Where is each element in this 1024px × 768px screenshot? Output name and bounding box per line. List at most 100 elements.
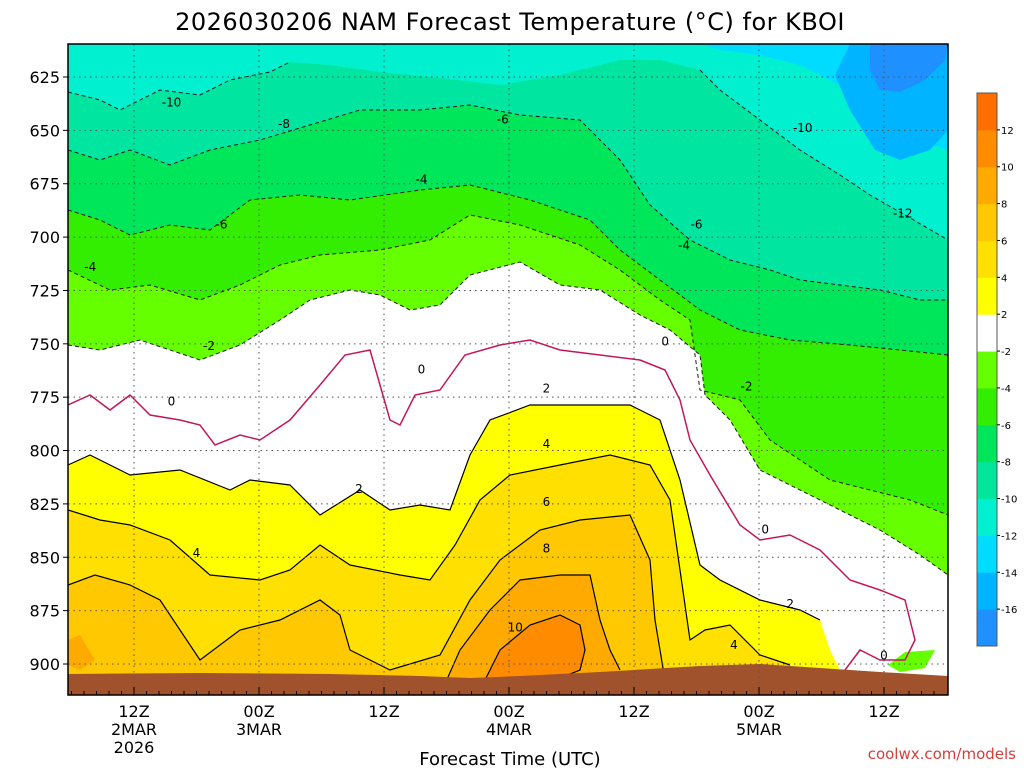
plot-area <box>68 44 948 695</box>
colorbar-swatch <box>977 572 997 610</box>
y-tick-label: 700 <box>29 228 60 247</box>
colorbar-label: 6 <box>1001 236 1007 247</box>
colorbar-swatch <box>977 93 997 131</box>
colorbar-label: 10 <box>1001 163 1014 174</box>
contour-label: -10 <box>162 96 182 110</box>
contour-label: 6 <box>543 495 551 509</box>
y-tick-label: 875 <box>29 602 60 621</box>
y-tick-label: 625 <box>29 68 60 87</box>
x-tick-label: 12Z <box>368 702 399 721</box>
y-tick-label: 650 <box>29 121 60 140</box>
colorbar-swatch <box>977 203 997 241</box>
y-axis: 625 650 675 700 725 750 775 800 825 850 875 900 <box>29 68 68 674</box>
x-tick-label: 00Z <box>493 702 524 721</box>
contour-labels: -10-8 -6-10-4-12-6 -6-4-4-2-20002244681024… <box>84 96 912 663</box>
gridlines <box>68 44 948 695</box>
colorbar-label: -2 <box>1001 347 1011 358</box>
x-tick-label: 5MAR <box>736 720 782 739</box>
contour-label: 4 <box>543 437 551 451</box>
contour-label: -8 <box>278 117 290 131</box>
band-minus-10-to-minus-12 <box>68 44 948 240</box>
band-warm-pocket-left <box>68 635 95 670</box>
colorbar-swatch <box>977 351 997 389</box>
contour-label: -6 <box>497 113 509 127</box>
contour-label: 0 <box>761 523 769 537</box>
colorbar: -16 -14 -12 -10 -8 -6 -4 -2 2 4 6 8 10 12 <box>976 92 1017 647</box>
colorbar-label: 2 <box>1001 310 1007 321</box>
isotherm-minus-2 <box>68 261 948 576</box>
colorbar-swatch <box>977 461 997 500</box>
isotherm-zero <box>68 339 916 695</box>
colorbar-swatch <box>977 240 997 278</box>
isotherm-plus-8 <box>439 574 621 695</box>
isotherm-plus-10 <box>479 614 586 691</box>
contour-label: 2 <box>543 382 551 396</box>
isotherm-plus-4 <box>68 454 791 666</box>
isotherm-plus-6 <box>68 514 666 681</box>
x-tick-label: 4MAR <box>486 720 532 739</box>
colorbar-swatch <box>977 387 997 426</box>
x-tick-label: 00Z <box>743 702 774 721</box>
contour-label: 2 <box>786 597 794 611</box>
y-tick-label: 750 <box>29 335 60 354</box>
x-tick-label: 2MAR <box>111 720 157 739</box>
colorbar-label: -10 <box>1001 495 1017 506</box>
isotherm-plus-2 <box>68 404 821 621</box>
isotherm-minus-4 <box>68 214 948 516</box>
colorbar-frame <box>976 92 998 647</box>
contour-label: 8 <box>543 542 551 556</box>
colorbar-label: -12 <box>1001 531 1017 542</box>
colorbar-label: -16 <box>1001 605 1017 616</box>
x-tick-label: 2026 <box>114 738 155 757</box>
colorbar-swatch <box>977 424 997 463</box>
colorbar-label: 12 <box>1001 126 1014 137</box>
chart-title: 2026030206 NAM Forecast Temperature (°C)… <box>175 8 845 36</box>
contour-label: 10 <box>508 621 523 635</box>
colorbar-label: 4 <box>1001 273 1007 284</box>
isotherm-minus-8 <box>68 104 948 301</box>
colorbar-swatch <box>977 166 997 205</box>
plot-frame <box>67 43 949 696</box>
colorbar-swatch <box>977 277 997 315</box>
colorbar-label: -8 <box>1001 458 1011 469</box>
colorbar-label: -14 <box>1001 568 1017 579</box>
contour-label: 0 <box>661 335 669 349</box>
colorbar-swatch <box>977 609 997 647</box>
y-tick-label: 825 <box>29 495 60 514</box>
isotherm-minus-10-right <box>699 69 948 241</box>
terrain-ground <box>68 664 948 695</box>
y-tick-label: 775 <box>29 388 60 407</box>
colorbar-swatch <box>977 535 997 573</box>
y-tick-label: 675 <box>29 175 60 194</box>
x-tick-label: 00Z <box>243 702 274 721</box>
contour-label: 0 <box>880 648 888 662</box>
x-tick-label: 12Z <box>118 702 149 721</box>
credit-text: coolwx.com/models <box>868 745 1016 763</box>
contour-label: -12 <box>893 207 913 221</box>
contour-label: -4 <box>678 239 690 253</box>
contour-label: -6 <box>691 217 703 231</box>
contour-label: 2 <box>355 482 363 496</box>
x-tick-label: 3MAR <box>236 720 282 739</box>
colorbar-label: -6 <box>1001 421 1011 432</box>
y-tick-label: 900 <box>29 655 60 674</box>
colorbar-swatch <box>977 129 997 168</box>
contour-label: -2 <box>741 380 753 394</box>
y-tick-label: 850 <box>29 548 60 567</box>
x-axis-title: Forecast Time (UTC) <box>419 749 600 768</box>
x-tick-label: 12Z <box>618 702 649 721</box>
isotherm-minus-6 <box>68 184 948 356</box>
y-tick-label: 725 <box>29 281 60 300</box>
contour-label: -10 <box>793 121 813 135</box>
band-minus-16-to-minus-18 <box>870 44 948 92</box>
band-green-pocket-right <box>888 650 935 672</box>
colorbar-swatch <box>977 498 997 536</box>
contour-label: -2 <box>203 339 215 353</box>
contour-label: -4 <box>84 260 96 274</box>
isotherm-minus-10 <box>68 61 291 111</box>
x-tick-label: 12Z <box>868 702 899 721</box>
y-tick-label: 800 <box>29 442 60 461</box>
band-10-to-12 <box>480 615 585 690</box>
colorbar-label: 8 <box>1001 200 1007 211</box>
